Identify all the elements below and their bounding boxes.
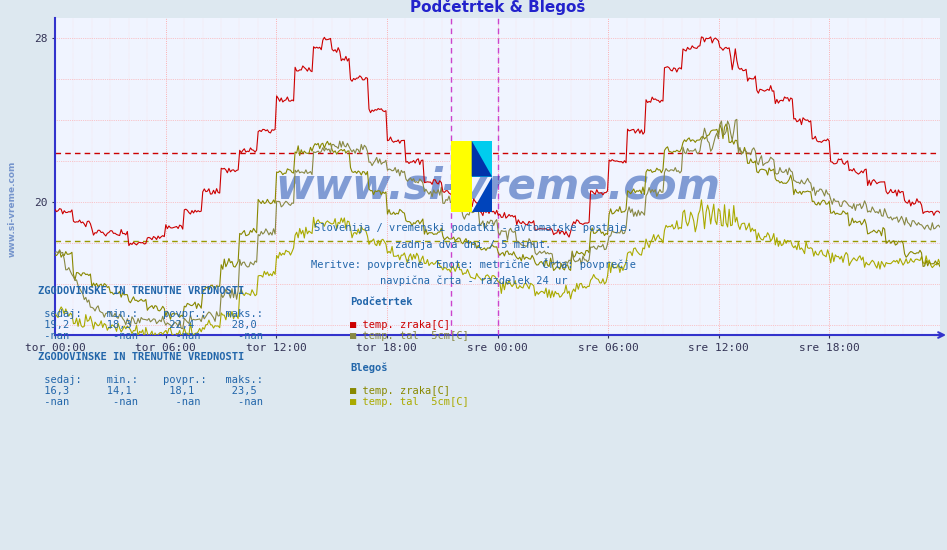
Polygon shape bbox=[472, 177, 492, 212]
Text: ■ temp. tal  5cm[C]: ■ temp. tal 5cm[C] bbox=[350, 331, 469, 342]
Text: ZGODOVINSKE IN TRENUTNE VREDNOSTI: ZGODOVINSKE IN TRENUTNE VREDNOSTI bbox=[38, 352, 244, 362]
Text: www.si-vreme.com: www.si-vreme.com bbox=[8, 161, 17, 257]
Text: www.si-vreme.com: www.si-vreme.com bbox=[275, 165, 720, 207]
Text: 16,3      14,1      18,1      23,5: 16,3 14,1 18,1 23,5 bbox=[38, 386, 257, 397]
Text: sedaj:    min.:    povpr.:   maks.:: sedaj: min.: povpr.: maks.: bbox=[38, 309, 263, 320]
Title: Podčetrtek & Blegoš: Podčetrtek & Blegoš bbox=[410, 0, 585, 15]
Text: sedaj:    min.:    povpr.:   maks.:: sedaj: min.: povpr.: maks.: bbox=[38, 375, 263, 386]
Text: ■ temp. tal  5cm[C]: ■ temp. tal 5cm[C] bbox=[350, 397, 469, 408]
Polygon shape bbox=[472, 141, 492, 177]
Text: Podčetrtek: Podčetrtek bbox=[350, 297, 413, 307]
Text: -nan       -nan      -nan      -nan: -nan -nan -nan -nan bbox=[38, 331, 263, 342]
Bar bbox=[452, 141, 472, 212]
Text: zadnja dva dni / 5 minut.: zadnja dva dni / 5 minut. bbox=[396, 240, 551, 250]
Text: -nan       -nan      -nan      -nan: -nan -nan -nan -nan bbox=[38, 397, 263, 408]
Text: ■ temp. zraka[C]: ■ temp. zraka[C] bbox=[350, 386, 451, 397]
Bar bbox=[472, 141, 492, 177]
Text: ■ temp. zraka[C]: ■ temp. zraka[C] bbox=[350, 320, 451, 331]
Text: Meritve: povprečne  Enote: metrične  Črta: povprečje: Meritve: povprečne Enote: metrične Črta:… bbox=[311, 258, 636, 270]
Text: navpična črta - razdelek 24 ur: navpična črta - razdelek 24 ur bbox=[380, 276, 567, 286]
Text: Slovenija / vremenski podatki - avtomatske postaje.: Slovenija / vremenski podatki - avtomats… bbox=[314, 223, 633, 233]
Text: ZGODOVINSKE IN TRENUTNE VREDNOSTI: ZGODOVINSKE IN TRENUTNE VREDNOSTI bbox=[38, 286, 244, 296]
Text: 19,2      18,3      22,4      28,0: 19,2 18,3 22,4 28,0 bbox=[38, 320, 257, 331]
Text: Blegoš: Blegoš bbox=[350, 363, 388, 373]
